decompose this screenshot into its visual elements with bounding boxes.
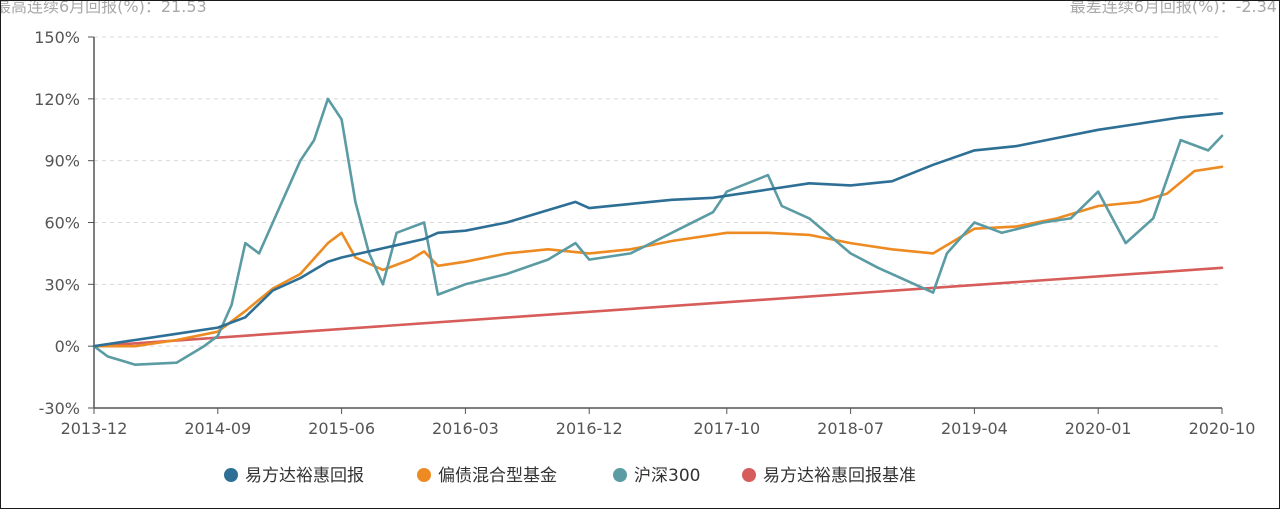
series-lines: [92, 97, 1224, 367]
y-tick-label: -30%: [39, 399, 80, 418]
legend-item[interactable]: 偏债混合型基金: [417, 466, 557, 486]
legend-item[interactable]: 易方达裕惠回报基准: [742, 466, 916, 486]
legend-marker: [613, 468, 627, 482]
legend-label: 沪深300: [634, 466, 700, 486]
legend-item[interactable]: 沪深300: [613, 466, 700, 486]
series-line-1: [92, 165, 1224, 348]
legend: 易方达裕惠回报 偏债混合型基金 沪深300 易方达裕惠回报基准: [224, 466, 916, 486]
y-tick-label: 150%: [34, 28, 80, 47]
x-tick-label: 2016-03: [432, 419, 499, 438]
x-tick-labels: 2013-12 2014-09 2015-06 2016-03 2016-12 2017-…: [61, 419, 1256, 438]
x-tick-label: 2019-04: [941, 419, 1008, 438]
x-tick-label: 2013-12: [61, 419, 128, 438]
legend-marker: [417, 468, 431, 482]
x-tick-label: 2017-10: [693, 419, 760, 438]
legend-marker: [224, 468, 238, 482]
best-6m-return-note: 最高连续6月回报(%)：21.53: [0, 0, 207, 16]
y-tick-label: 60%: [44, 214, 80, 233]
y-tick-label: 0%: [55, 337, 80, 356]
y-tick-label: 120%: [34, 90, 80, 109]
x-tick-label: 2018-07: [817, 419, 884, 438]
legend-marker: [742, 468, 756, 482]
y-tick-label: 90%: [44, 152, 80, 171]
legend-label: 易方达裕惠回报: [245, 466, 364, 486]
worst-6m-return-note: 最差连续6月回报(%)：-2.34: [1069, 0, 1277, 16]
y-tick-labels: -30% 0% 30% 60% 90% 120% 150%: [34, 28, 80, 418]
y-tick-label: 30%: [44, 275, 80, 294]
legend-label: 易方达裕惠回报基准: [763, 466, 916, 486]
series-line-2: [92, 97, 1224, 367]
series-line-3: [92, 266, 1224, 348]
x-tick-label: 2015-06: [308, 419, 375, 438]
x-tick-label: 2020-10: [1189, 419, 1256, 438]
x-tick-label: 2020-01: [1065, 419, 1132, 438]
legend-item[interactable]: 易方达裕惠回报: [224, 466, 364, 486]
legend-label: 偏债混合型基金: [438, 466, 557, 486]
x-tick-label: 2014-09: [184, 419, 251, 438]
axes: [88, 36, 1223, 414]
series-line-0: [92, 112, 1224, 348]
x-tick-label: 2016-12: [556, 419, 623, 438]
